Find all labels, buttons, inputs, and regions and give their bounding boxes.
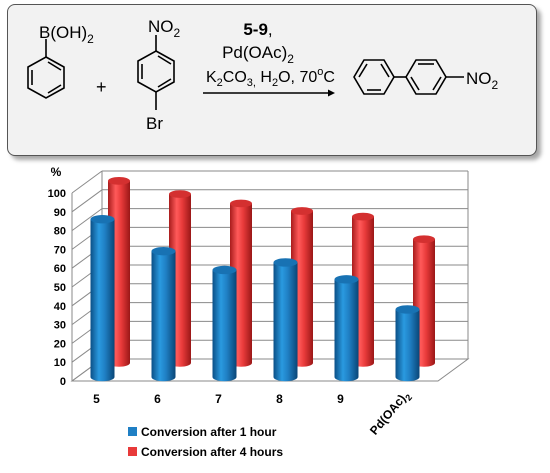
y-tick-label: 40 <box>54 301 66 313</box>
y-tick-label: 70 <box>54 244 66 256</box>
y-tick-label: 90 <box>54 207 66 219</box>
gridline-side <box>71 170 103 194</box>
palladium-acetate-label: Pd(OAc)2 <box>222 43 294 66</box>
reaction-arrow <box>203 89 335 97</box>
y-tick-label: 30 <box>54 320 66 332</box>
conditions-label: K2CO3, H2O, 70oC <box>206 66 335 89</box>
y-tick-label: 60 <box>54 263 66 275</box>
nitrobiphenyl-structure <box>353 59 464 95</box>
bar-1h <box>273 258 298 382</box>
bar-1h <box>395 305 420 382</box>
catalyst-range-label: 5-9, <box>243 20 272 39</box>
y-tick-label: 20 <box>54 338 66 350</box>
x-tick-label: 9 <box>337 392 344 406</box>
bromo-label: Br <box>146 114 163 133</box>
bar-1h <box>90 215 115 382</box>
nitro-label: NO2 <box>148 17 181 40</box>
plus-sign: + <box>96 77 107 97</box>
y-axis-ticks: 0 10 20 30 40 50 60 70 80 90 100 <box>48 188 66 388</box>
bar-1h <box>151 246 176 382</box>
gridline-side <box>71 208 103 232</box>
x-tick-label: 5 <box>93 392 100 406</box>
reaction-scheme: B(OH)2 + NO2 Br 5-9, Pd(OAc)2 K2CO3, H2O… <box>27 17 499 133</box>
conversion-chart: % 0 10 20 30 40 50 60 70 80 90 100 5 6 7 8 9 Pd(OAc)2 C… <box>48 165 470 459</box>
y-tick-label: 10 <box>54 357 66 369</box>
bar-1h <box>334 275 359 382</box>
bromonitrobenzene-structure <box>137 35 175 110</box>
legend-label: Conversion after 4 hours <box>141 445 283 459</box>
y-tick-label: 50 <box>54 282 66 294</box>
bar-1h <box>212 265 237 382</box>
y-tick-label: 80 <box>54 226 66 238</box>
x-tick-label: 7 <box>215 392 222 406</box>
x-tick-label: 6 <box>154 392 161 406</box>
gridline-side <box>71 189 103 213</box>
legend-label: Conversion after 1 hour <box>141 425 277 439</box>
y-tick-label: 100 <box>48 188 66 200</box>
legend-swatch <box>128 447 137 456</box>
y-tick-label: 0 <box>60 376 66 388</box>
legend-swatch <box>128 427 137 436</box>
chart-legend: Conversion after 1 hour Conversion after … <box>128 425 283 459</box>
y-axis-unit-label: % <box>51 165 62 179</box>
x-tick-label: Pd(OAc)2 <box>367 388 414 440</box>
product-nitro-label: NO2 <box>466 69 499 92</box>
x-tick-label: 8 <box>276 392 283 406</box>
bars-1-hour <box>90 215 420 382</box>
phenylboronic-acid-structure <box>27 39 65 99</box>
reaction-scheme-box: B(OH)2 + NO2 Br 5-9, Pd(OAc)2 K2CO3, H2O… <box>7 4 537 156</box>
boronic-acid-label: B(OH)2 <box>39 23 94 46</box>
